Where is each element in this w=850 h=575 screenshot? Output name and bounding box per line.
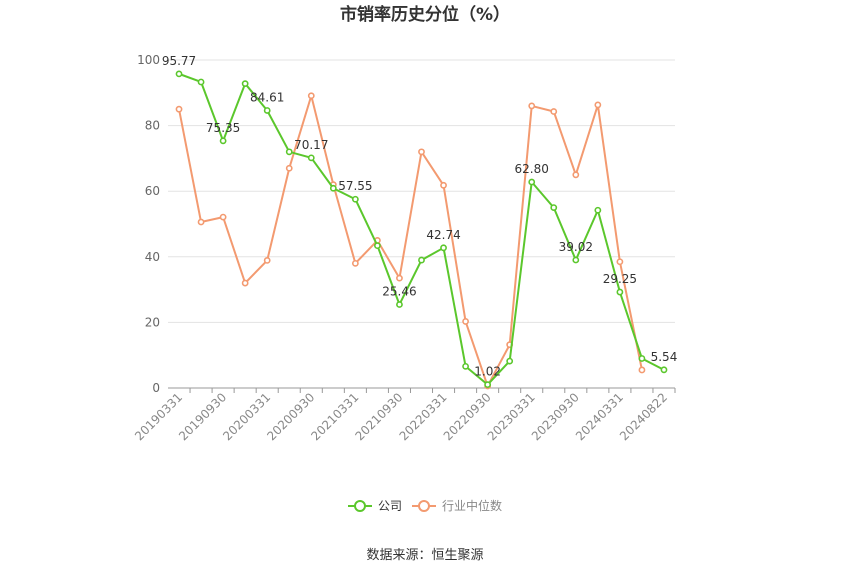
- data-label: 5.54: [651, 350, 678, 364]
- data-point-company: [329, 184, 337, 192]
- data-label: 39.02: [559, 240, 593, 254]
- data-point-company: [616, 288, 624, 296]
- data-point-company: [638, 355, 646, 362]
- legend-marker-industry: [418, 500, 430, 512]
- data-label: 29.25: [603, 272, 637, 286]
- data-point-company: [307, 154, 315, 162]
- data-point-industry: [418, 148, 425, 156]
- data-point-company: [263, 107, 271, 114]
- x-tick-label: 20240822: [617, 390, 670, 443]
- data-label: 57.55: [338, 179, 372, 193]
- data-point-industry: [241, 279, 249, 287]
- chart-title: 市销率历史分位（%）: [340, 4, 510, 25]
- legend[interactable]: 公司 行业中位数: [348, 498, 502, 513]
- data-label: 1.02: [474, 365, 501, 379]
- data-point-industry: [263, 257, 271, 264]
- series-line-industry: [178, 94, 643, 388]
- data-point-company: [594, 206, 602, 214]
- data-point-company: [484, 381, 492, 389]
- data-label: 42.74: [426, 228, 460, 242]
- data-label: 70.17: [294, 138, 328, 152]
- data-point-company: [175, 70, 183, 78]
- data-point-company: [351, 195, 359, 203]
- source-note: 数据来源：恒生聚源: [366, 548, 483, 563]
- data-point-company: [462, 362, 469, 370]
- data-point-company: [219, 137, 227, 145]
- data-point-industry: [175, 105, 183, 113]
- data-point-industry: [572, 171, 580, 179]
- data-point-industry: [594, 101, 602, 109]
- data-point-company: [572, 256, 580, 264]
- y-tick-label: 80: [145, 119, 160, 133]
- data-point-company: [285, 148, 293, 156]
- data-point-company: [241, 80, 249, 88]
- legend-label-company: 公司: [378, 499, 402, 513]
- data-labels: 95.77 75.35 84.61 70.17 57.55 25.46 42.74 1.02 6…: [162, 54, 677, 379]
- data-point-industry: [550, 108, 558, 115]
- data-label: 75.35: [206, 121, 240, 135]
- data-point-industry: [440, 181, 447, 189]
- data-point-company: [528, 178, 536, 186]
- data-point-industry: [307, 92, 315, 100]
- data-point-company: [374, 242, 381, 250]
- data-point-industry: [285, 164, 293, 172]
- data-point-company: [440, 244, 447, 252]
- data-point-company: [550, 204, 558, 211]
- data-point-industry: [638, 366, 646, 374]
- data-point-industry: [528, 102, 536, 110]
- y-tick-label: 0: [152, 381, 160, 395]
- data-point-company: [660, 366, 668, 374]
- data-point-company: [506, 357, 514, 365]
- data-point-industry: [351, 259, 359, 267]
- data-point-company: [197, 78, 205, 86]
- data-label: 84.61: [250, 90, 284, 104]
- axes: 0204060801002019033120190930202003312020…: [132, 53, 676, 443]
- data-point-industry: [219, 213, 227, 221]
- data-point-industry: [197, 218, 205, 226]
- y-tick-label: 100: [137, 53, 160, 67]
- series-line-company: [178, 72, 665, 386]
- data-point-company: [396, 301, 403, 308]
- y-tick-label: 60: [145, 184, 160, 198]
- data-point-industry: [462, 318, 469, 325]
- data-point-company: [418, 256, 425, 264]
- legend-item-company[interactable]: 公司: [348, 499, 402, 513]
- legend-marker-company: [354, 500, 366, 512]
- legend-item-industry-median[interactable]: 行业中位数: [412, 498, 502, 513]
- data-label: 62.80: [515, 162, 549, 176]
- data-point-industry: [396, 274, 403, 282]
- series-layer: [175, 70, 668, 390]
- y-tick-label: 40: [145, 250, 160, 264]
- y-tick-label: 20: [145, 315, 160, 329]
- data-label: 95.77: [162, 54, 196, 68]
- data-point-industry: [616, 258, 624, 266]
- data-label: 25.46: [382, 284, 416, 298]
- legend-label-industry: 行业中位数: [442, 498, 502, 513]
